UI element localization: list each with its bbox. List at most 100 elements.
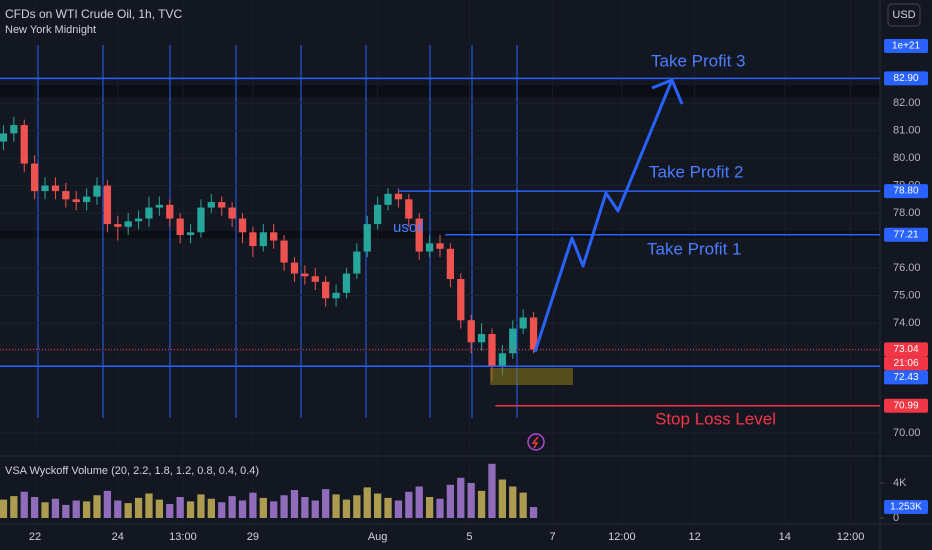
- alert-icon[interactable]: [527, 433, 545, 451]
- volume-bar: [415, 486, 423, 518]
- scale-badge: [884, 39, 928, 53]
- x-tick-label: 14: [779, 531, 791, 543]
- x-tick-label: 22: [29, 531, 41, 543]
- annotation: Take Profit 2: [649, 162, 744, 181]
- candle-body: [51, 185, 60, 192]
- volume-bar: [155, 499, 164, 518]
- y-tick-label: 82.00: [893, 97, 921, 109]
- x-tick-label: 24: [112, 531, 124, 543]
- volume-tick-label: 4K: [893, 477, 907, 489]
- annotation: Take Profit 3: [651, 51, 746, 70]
- candle-body: [529, 317, 538, 350]
- x-tick-label: 12:00: [608, 531, 636, 543]
- x-tick-label: 5: [466, 531, 472, 543]
- candle-body: [353, 251, 361, 274]
- candle-body: [145, 207, 153, 219]
- price-badge: [884, 356, 928, 371]
- annotation: usoil: [393, 219, 424, 236]
- scale-label: 1e+21: [892, 41, 921, 52]
- x-tick-label: 7: [550, 531, 556, 543]
- volume-bar: [467, 483, 475, 518]
- volume-bar: [114, 500, 122, 518]
- price-badge-label: 77.21: [893, 229, 918, 240]
- volume-bar: [51, 498, 60, 518]
- annotation: Take Profit 1: [647, 239, 742, 258]
- volume-bar: [176, 497, 184, 518]
- volume-bar: [488, 463, 496, 518]
- candle-body: [20, 125, 28, 164]
- candle-body: [238, 218, 247, 233]
- candle-body: [415, 218, 423, 252]
- volume-bar: [10, 496, 18, 518]
- candle-body: [488, 334, 496, 368]
- volume-bar: [332, 494, 340, 518]
- currency-label: USD: [892, 9, 915, 21]
- price-badge-label: 21:06: [893, 358, 918, 369]
- candle-body: [186, 232, 195, 236]
- volume-bar: [270, 501, 278, 518]
- y-tick-label: 76.00: [893, 262, 921, 274]
- y-tick-label: 74.00: [893, 317, 921, 329]
- y-tick-label: 70.00: [893, 427, 921, 439]
- volume-bar: [342, 499, 351, 518]
- candle-body: [114, 224, 122, 227]
- volume-tick-label: 0: [893, 512, 899, 524]
- x-tick-label: 13:00: [169, 531, 197, 543]
- volume-bar: [197, 494, 205, 518]
- volume-bar: [0, 499, 8, 518]
- y-tick-label: 81.00: [893, 124, 921, 136]
- price-badge-label: 72.43: [893, 372, 918, 383]
- shade-band: [0, 85, 880, 97]
- volume-bar: [498, 479, 506, 518]
- candle-body: [301, 273, 309, 277]
- volume-bar: [207, 498, 215, 518]
- candle-body: [249, 232, 257, 247]
- candle-body: [124, 221, 132, 227]
- volume-bar: [509, 486, 517, 518]
- volume-bar: [363, 487, 371, 518]
- volume-bar: [238, 500, 247, 518]
- candle-body: [207, 202, 215, 208]
- price-badge-label: 70.99: [893, 400, 918, 411]
- y-tick-label: 80.00: [893, 152, 921, 164]
- volume-bar: [425, 497, 434, 518]
- volume-bar: [228, 496, 236, 518]
- volume-bar: [477, 490, 486, 518]
- price-badge: [884, 184, 928, 199]
- candle-body: [457, 279, 465, 321]
- volume-bar: [301, 497, 309, 518]
- volume-bar: [280, 495, 288, 518]
- price-badge: [884, 71, 928, 86]
- volume-bar: [384, 497, 392, 518]
- candle-body: [394, 193, 403, 200]
- shade-band: [0, 231, 880, 238]
- x-tick-label: 12:00: [837, 531, 865, 543]
- volume-bar: [186, 501, 195, 518]
- volume-bar: [249, 492, 257, 518]
- y-tick-label: 78.00: [893, 207, 921, 219]
- volume-last-badge: [884, 500, 928, 515]
- volume-bar: [166, 504, 174, 518]
- price-badge: [884, 398, 928, 413]
- volume-bar: [82, 501, 91, 518]
- volume-bar: [446, 484, 455, 518]
- volume-bar: [322, 489, 330, 518]
- volume-bar: [103, 490, 112, 518]
- volume-bar: [72, 500, 80, 518]
- volume-bar: [311, 500, 319, 518]
- chart-subtitle: New York Midnight: [5, 24, 96, 36]
- candle-body: [311, 276, 319, 282]
- candle-body: [31, 163, 39, 192]
- chart-title: CFDs on WTI Crude Oil, 1h, TVC: [5, 7, 182, 21]
- candle-body: [0, 133, 8, 142]
- candle-body: [363, 224, 371, 252]
- x-tick-label: 12: [689, 531, 701, 543]
- candle-body: [41, 185, 49, 192]
- candle-body: [197, 207, 205, 233]
- volume-bar: [457, 477, 465, 518]
- volume-bar: [134, 497, 143, 518]
- currency-button[interactable]: [887, 3, 921, 27]
- volume-bar: [145, 493, 153, 518]
